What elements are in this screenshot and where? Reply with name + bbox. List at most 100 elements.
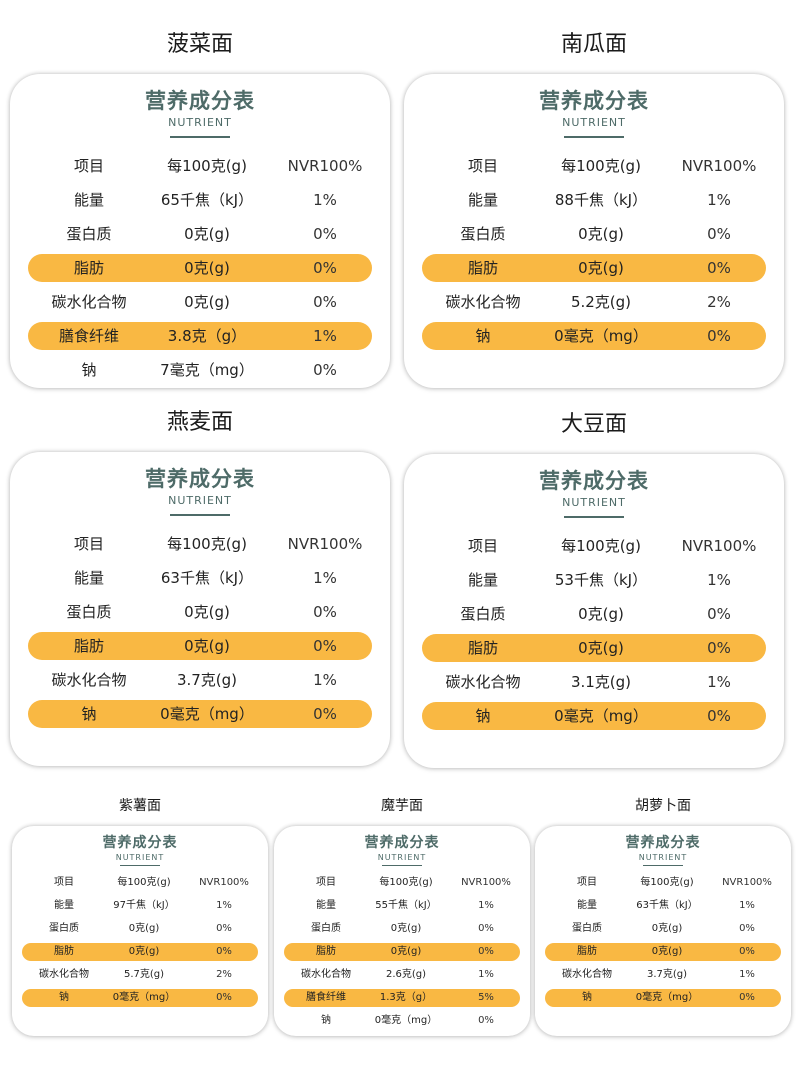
title-underline — [120, 865, 160, 866]
nutrient-nvr: 1% — [739, 900, 755, 911]
col-header-nvr: NVR100% — [287, 157, 363, 175]
nutrient-nvr: 1% — [707, 571, 731, 589]
col-header-item: 项目 — [577, 877, 597, 888]
nutrient-name: 钠 — [81, 705, 97, 723]
nutrient-nvr: 1% — [707, 673, 731, 691]
title-underline — [170, 136, 230, 138]
nutrient-value: 97千焦（kJ） — [113, 900, 175, 911]
nutrient-nvr: 0% — [478, 923, 494, 934]
nutrient-name: 钠 — [321, 1015, 331, 1026]
nutrient-name: 碳水化合物 — [562, 969, 612, 980]
nutrient-name: 能量 — [577, 900, 597, 911]
col-header-item: 项目 — [316, 877, 336, 888]
nutrient-value: 5.7克(g) — [123, 969, 165, 980]
nutrient-value: 0克(g) — [578, 605, 624, 623]
nutrition-card: 营养成分表 NUTRIENT 项目 每100克(g) NVR100% 能量 55千焦（kJ）… — [274, 826, 530, 1036]
col-header-nvr: NVR100% — [722, 877, 772, 888]
nutrient-nvr: 0% — [707, 225, 731, 243]
card-subtitle: NUTRIENT — [115, 853, 165, 862]
product-section: 胡萝卜面 营养成分表 NUTRIENT 项目 每100克(g) NVR100% 能量 63千焦… — [535, 796, 791, 1038]
nutrient-nvr: 0% — [313, 225, 337, 243]
nutrient-name: 膳食纤维 — [58, 327, 119, 345]
nutrient-nvr: 1% — [739, 969, 755, 980]
nutrient-nvr: 1% — [313, 191, 337, 209]
table-row: 脂肪 0克(g) 0% — [404, 634, 784, 662]
card-title: 营养成分表 — [364, 835, 440, 851]
table-row: 脂肪 0克(g) 0% — [10, 632, 390, 660]
nutrient-nvr: 1% — [216, 900, 232, 911]
nutrient-nvr: 0% — [313, 361, 337, 379]
nutrient-value: 0克(g) — [184, 259, 230, 277]
nutrient-nvr: 0% — [313, 293, 337, 311]
nutrient-value: 3.1克(g) — [570, 673, 632, 691]
nutrition-card: 营养成分表 NUTRIENT 项目 每100克(g) NVR100% 能量 97千焦（kJ）… — [12, 826, 268, 1036]
table-header-row: 项目 每100克(g) NVR100% — [535, 874, 791, 892]
col-header-nvr: NVR100% — [199, 877, 249, 888]
product-title: 紫薯面 — [119, 798, 161, 814]
nutrient-value: 5.2克(g) — [570, 293, 632, 311]
nutrient-name: 脂肪 — [54, 946, 74, 957]
table-row: 脂肪 0克(g) 0% — [274, 943, 530, 961]
product-section: 魔芋面营养成分表 NUTRIENT 项目 每100克(g) NVR100% 能量 55千焦（… — [274, 796, 530, 1038]
nutrient-value: 0毫克（mg） — [554, 327, 648, 345]
card-title: 营养成分表 — [102, 835, 178, 851]
nutrient-value: 53千焦（kJ） — [554, 571, 648, 589]
nutrient-name: 脂肪 — [73, 259, 104, 277]
card-title: 营养成分表 — [145, 89, 255, 113]
nutrient-nvr: 0% — [478, 1015, 494, 1026]
nutrient-value: 0克(g) — [128, 946, 160, 957]
table-row: 钠 0毫克（mg） 0% — [10, 700, 390, 728]
nutrient-value: 3.7克(g) — [176, 671, 238, 689]
nutrient-nvr: 1% — [478, 969, 494, 980]
nutrient-nvr: 2% — [707, 293, 731, 311]
table-row: 蛋白质 0克(g) 0% — [12, 920, 268, 938]
nutrient-name: 钠 — [475, 707, 491, 725]
nutrient-name: 脂肪 — [467, 639, 498, 657]
product-section: 燕麦面 营养成分表 NUTRIENT 项目 每100克(g) NVR100% 能量 63千焦（… — [10, 408, 390, 768]
table-header-row: 项目 每100克(g) NVR100% — [10, 152, 390, 180]
product-title: 魔芋面 — [381, 798, 423, 814]
nutrient-value: 0克(g) — [184, 603, 230, 621]
product-title: 菠菜面 — [166, 32, 233, 57]
nutrient-value: 0毫克（mg） — [635, 992, 699, 1003]
nutrient-nvr: 0% — [739, 946, 755, 957]
card-title: 营养成分表 — [539, 89, 649, 113]
product-section: 大豆面 营养成分表 NUTRIENT 项目 每100克(g) NVR100% 能量 53千焦（… — [404, 410, 784, 770]
table-row: 碳水化合物 0克(g) 0% — [10, 288, 390, 316]
nutrient-value: 2.6克(g) — [385, 969, 427, 980]
nutrient-name: 脂肪 — [73, 637, 104, 655]
nutrient-nvr: 0% — [707, 259, 731, 277]
col-header-item: 项目 — [467, 537, 498, 555]
table-row: 碳水化合物 3.7克(g) 1% — [10, 666, 390, 694]
col-header-per100: 每100克(g) — [167, 535, 247, 553]
title-underline — [564, 136, 624, 138]
nutrient-name: 能量 — [73, 569, 104, 587]
nutrition-card: 营养成分表 NUTRIENT 项目 每100克(g) NVR100% 能量 63千焦（kJ）… — [535, 826, 791, 1036]
table-row: 钠 0毫克（mg） 0% — [404, 702, 784, 730]
table-row: 蛋白质 0克(g) 0% — [404, 220, 784, 248]
nutrient-name: 脂肪 — [467, 259, 498, 277]
table-header-row: 项目 每100克(g) NVR100% — [404, 152, 784, 180]
nutrient-name: 碳水化合物 — [445, 293, 521, 311]
card-title: 营养成分表 — [539, 469, 649, 493]
table-row: 蛋白质 0克(g) 0% — [274, 920, 530, 938]
card-header: 营养成分表 NUTRIENT — [404, 468, 784, 510]
table-row: 膳食纤维 3.8克（g） 1% — [10, 322, 390, 350]
table-row: 蛋白质 0克(g) 0% — [10, 598, 390, 626]
nutrient-name: 脂肪 — [316, 946, 336, 957]
title-underline — [564, 516, 624, 518]
nutrient-value: 0毫克（mg） — [374, 1015, 438, 1026]
nutrient-name: 碳水化合物 — [51, 671, 127, 689]
table-row: 碳水化合物 5.2克(g) 2% — [404, 288, 784, 316]
nutrient-name: 能量 — [73, 191, 104, 209]
product-section: 菠菜面 营养成分表 NUTRIENT 项目 每100克(g) NVR100% 能量 65千焦（… — [10, 30, 390, 390]
nutrient-value: 0毫克（mg） — [160, 705, 254, 723]
nutrient-value: 0克(g) — [184, 293, 230, 311]
nutrient-value: 0克(g) — [184, 225, 230, 243]
title-underline — [170, 514, 230, 516]
col-header-item: 项目 — [73, 535, 104, 553]
nutrient-nvr: 0% — [216, 992, 232, 1003]
nutrient-value: 55千焦（kJ） — [375, 900, 437, 911]
nutrient-name: 蛋白质 — [66, 603, 112, 621]
nutrient-value: 7毫克（mg） — [160, 361, 254, 379]
